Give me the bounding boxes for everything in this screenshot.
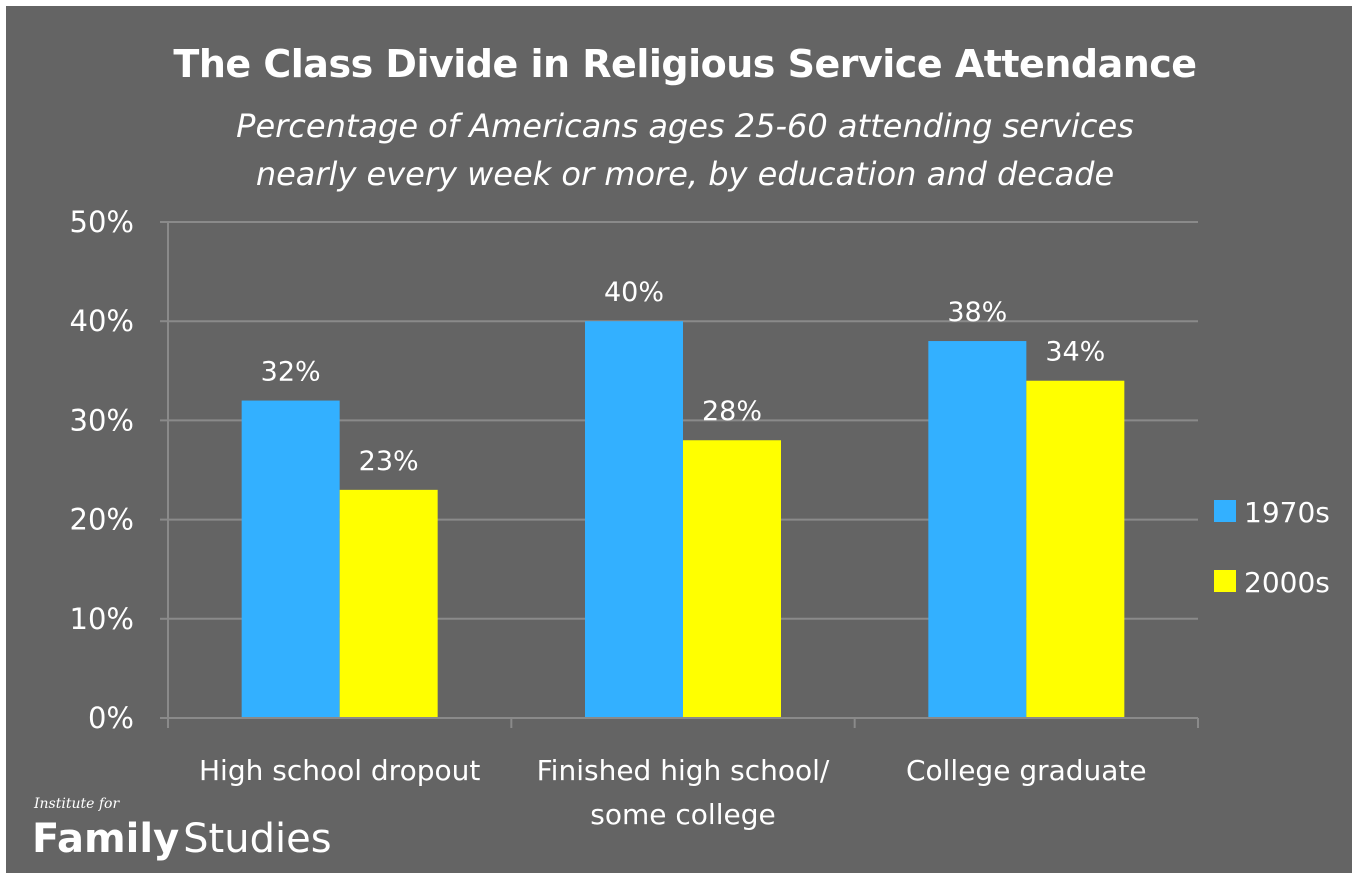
legend: 1970s 2000s <box>1214 496 1330 599</box>
y-tick-label: 30% <box>70 403 134 437</box>
data-label: 32% <box>261 357 321 388</box>
data-label: 28% <box>702 396 762 427</box>
x-category-label: Finished high school/some college <box>537 754 830 831</box>
x-category-label: College graduate <box>906 754 1147 787</box>
logo-word-studies: Studies <box>183 816 332 862</box>
y-tick-label: 50% <box>70 205 134 239</box>
x-category-label-line: College graduate <box>906 754 1147 787</box>
bar-2000s-1 <box>339 489 438 718</box>
chart-subtitle: Percentage of Americans ages 25-60 atten… <box>236 107 1134 193</box>
x-category-label-line: High school dropout <box>199 754 480 787</box>
y-tick-label: 0% <box>88 701 134 735</box>
legend-swatch-2000s <box>1214 570 1236 592</box>
legend-swatch-1970s <box>1214 500 1236 522</box>
x-category-label-line: some college <box>590 798 775 831</box>
x-category-label-line: Finished high school/ <box>537 754 830 787</box>
y-axis-ticks: 0% 10% 20% 30% 40% 50% <box>70 205 134 735</box>
axes <box>160 221 1199 728</box>
chart-title: The Class Divide in Religious Service At… <box>173 42 1197 86</box>
logo-institute-for: Institute for <box>34 796 120 812</box>
bar-1970s-1 <box>241 400 340 718</box>
logo-word-family: Family <box>32 816 180 862</box>
bar-1970s-3 <box>928 341 1027 718</box>
data-label: 23% <box>359 446 419 477</box>
y-tick-label: 40% <box>70 304 134 338</box>
bar-1970s-2 <box>585 321 683 718</box>
x-axis-categories: High school dropout Finished high school/… <box>199 754 1147 831</box>
legend-label-2000s: 2000s <box>1244 566 1330 599</box>
y-tick-label: 10% <box>70 602 134 636</box>
data-label: 40% <box>604 277 664 308</box>
bar-2000s-2 <box>683 440 781 718</box>
bar-2000s-3 <box>1026 380 1125 718</box>
data-labels: 32% 23% 40% 28% 38% 34% <box>261 277 1106 477</box>
bars <box>241 321 1125 718</box>
legend-label-1970s: 1970s <box>1244 496 1330 529</box>
x-category-label: High school dropout <box>199 754 480 787</box>
data-label: 34% <box>1045 337 1105 368</box>
logo-family-studies: Family Studies <box>32 816 332 862</box>
y-tick-label: 20% <box>70 503 134 537</box>
data-label: 38% <box>947 297 1007 328</box>
